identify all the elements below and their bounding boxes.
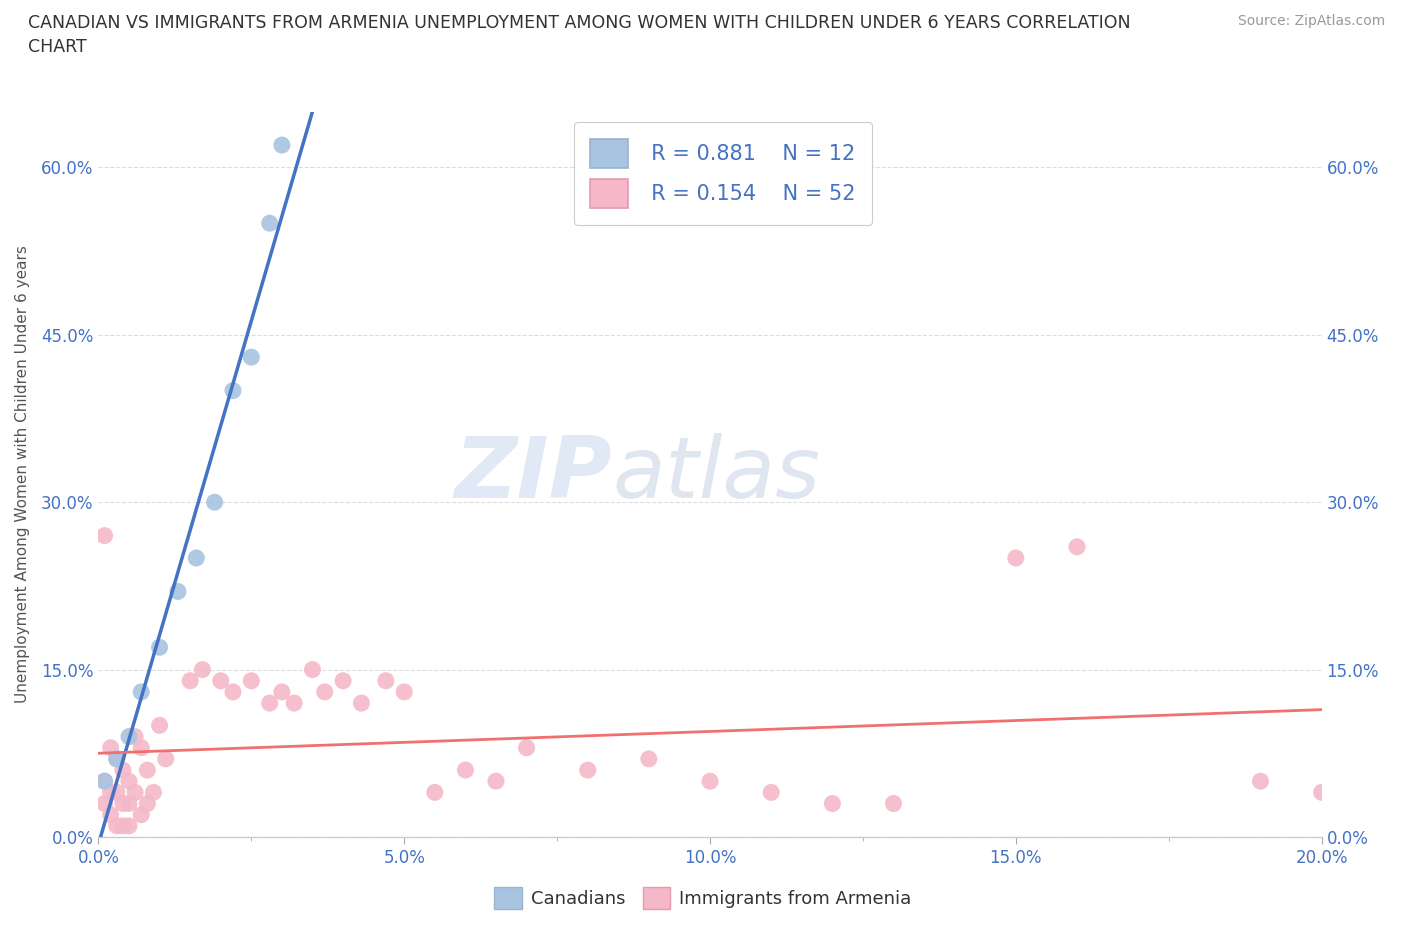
Point	[240, 673, 263, 688]
Text: ZIP: ZIP	[454, 432, 612, 516]
Point	[105, 818, 128, 833]
Point	[883, 796, 905, 811]
Y-axis label: Unemployment Among Women with Children Under 6 years: Unemployment Among Women with Children U…	[15, 246, 30, 703]
Point	[118, 774, 141, 789]
Point	[118, 818, 141, 833]
Point	[100, 807, 122, 822]
Point	[111, 763, 134, 777]
Point	[374, 673, 396, 688]
Point	[155, 751, 177, 766]
Point	[332, 673, 354, 688]
Point	[111, 818, 134, 833]
Point	[423, 785, 446, 800]
Point	[350, 696, 373, 711]
Text: Source: ZipAtlas.com: Source: ZipAtlas.com	[1237, 14, 1385, 28]
Point	[93, 796, 115, 811]
Point	[167, 584, 190, 599]
Point	[222, 684, 245, 699]
Point	[111, 796, 134, 811]
Point	[191, 662, 214, 677]
Point	[100, 740, 122, 755]
Legend: Canadians, Immigrants from Armenia: Canadians, Immigrants from Armenia	[488, 880, 918, 916]
Point	[392, 684, 416, 699]
Point	[1004, 551, 1026, 565]
Point	[129, 684, 152, 699]
Point	[118, 729, 141, 744]
Point	[93, 774, 115, 789]
Point	[1066, 539, 1088, 554]
Point	[1310, 785, 1333, 800]
Point	[118, 796, 141, 811]
Point	[142, 785, 165, 800]
Point	[149, 718, 172, 733]
Point	[301, 662, 323, 677]
Point	[283, 696, 305, 711]
Point	[637, 751, 661, 766]
Point	[259, 696, 281, 711]
Legend:   R = 0.881    N = 12,   R = 0.154    N = 52: R = 0.881 N = 12, R = 0.154 N = 52	[574, 122, 872, 225]
Point	[129, 740, 152, 755]
Point	[576, 763, 599, 777]
Point	[1249, 774, 1271, 789]
Point	[270, 684, 292, 699]
Point	[699, 774, 721, 789]
Text: atlas: atlas	[612, 432, 820, 516]
Point	[93, 528, 115, 543]
Point	[454, 763, 477, 777]
Point	[759, 785, 782, 800]
Point	[105, 751, 128, 766]
Point	[124, 785, 146, 800]
Point	[485, 774, 508, 789]
Point	[136, 763, 159, 777]
Point	[179, 673, 201, 688]
Point	[105, 785, 128, 800]
Point	[270, 138, 292, 153]
Point	[129, 807, 152, 822]
Point	[105, 751, 128, 766]
Point	[149, 640, 172, 655]
Text: CANADIAN VS IMMIGRANTS FROM ARMENIA UNEMPLOYMENT AMONG WOMEN WITH CHILDREN UNDER: CANADIAN VS IMMIGRANTS FROM ARMENIA UNEM…	[28, 14, 1130, 56]
Point	[314, 684, 336, 699]
Point	[240, 350, 263, 365]
Point	[259, 216, 281, 231]
Point	[93, 774, 115, 789]
Point	[209, 673, 232, 688]
Point	[186, 551, 208, 565]
Point	[204, 495, 226, 510]
Point	[124, 729, 146, 744]
Point	[100, 785, 122, 800]
Point	[136, 796, 159, 811]
Point	[222, 383, 245, 398]
Point	[516, 740, 538, 755]
Point	[821, 796, 844, 811]
